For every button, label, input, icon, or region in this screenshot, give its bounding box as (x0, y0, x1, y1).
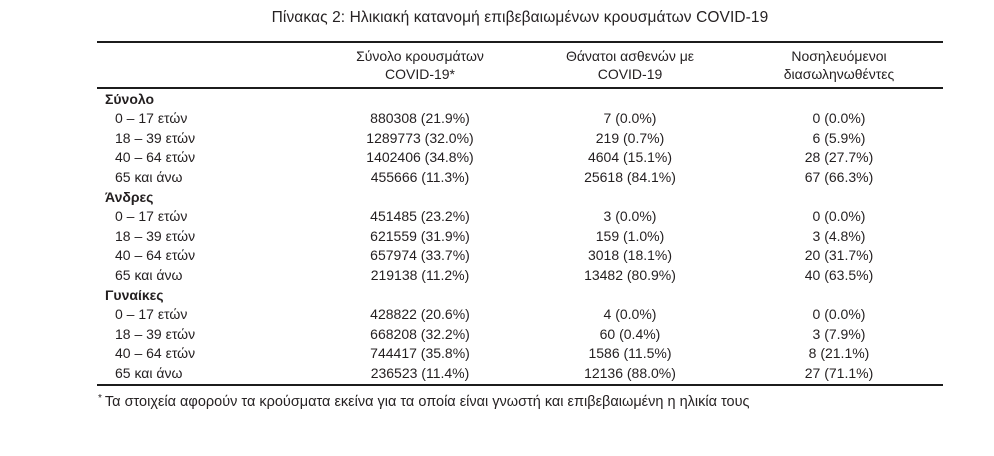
age-group-label: 0 – 17 ετών (115, 306, 188, 323)
deaths-value: 4604 (15.1%) (587, 149, 673, 166)
data-row: 18 – 39 ετών 1289773 (32.0%) 219 (0.7%) 6 (… (97, 129, 943, 148)
section-label: Γυναίκες (105, 287, 164, 304)
data-row: 40 – 64 ετών 1402406 (34.8%) 4604 (15.1%) 2… (97, 148, 943, 167)
age-group-label: 18 – 39 ετών (115, 325, 196, 342)
intubated-value: 8 (21.1%) (808, 345, 870, 362)
age-group-label: 0 – 17 ετών (115, 208, 188, 225)
cases-value: 236523 (11.4%) (315, 363, 525, 387)
cases-value: 657974 (33.7%) (370, 247, 470, 264)
section-label: Σύνολο (105, 91, 155, 107)
data-row: 18 – 39 ετών 668208 (32.2%) 60 (0.4%) 3 (7.… (97, 325, 943, 344)
age-group-label: 65 και άνω (97, 363, 315, 387)
deaths-value: 7 (0.0%) (603, 110, 657, 127)
section-header-row: Γυναίκες (97, 285, 943, 305)
data-row: 40 – 64 ετών 657974 (33.7%) 3018 (18.1%) 20… (97, 246, 943, 265)
table-footnote: * Τα στοιχεία αφορούν τα κρούσματα εκείνα… (97, 390, 943, 411)
column-header-1: Σύνολο κρουσμάτων COVID-19* (315, 41, 525, 89)
intubated-value: 3 (7.9%) (812, 325, 866, 342)
deaths-value: 3 (0.0%) (603, 208, 657, 225)
footnote-marker: * (98, 393, 102, 405)
cases-value: 428822 (20.6%) (370, 306, 470, 323)
deaths-value: 13482 (80.9%) (584, 266, 676, 283)
section-label: Άνδρες (105, 189, 154, 206)
intubated-value: 20 (31.7%) (804, 247, 874, 264)
intubated-value: 3 (4.8%) (812, 227, 866, 244)
intubated-value: 27 (71.1%) (735, 363, 943, 387)
intubated-value: 6 (5.9%) (812, 129, 866, 146)
intubated-value: 28 (27.7%) (804, 149, 874, 166)
table-header: Σύνολο κρουσμάτων COVID-19* Θάνατοι ασθεν… (97, 41, 943, 89)
column-header-3: Νοσηλευόμενοι διασωληνωθέντες (735, 41, 943, 89)
deaths-value: 12136 (88.0%) (525, 363, 735, 387)
section-header-row: Σύνολο (97, 88, 943, 109)
cases-value: 455666 (11.3%) (370, 168, 470, 185)
cases-value: 451485 (23.2%) (370, 208, 470, 225)
deaths-value: 25618 (84.1%) (584, 168, 676, 185)
cases-value: 219138 (11.2%) (370, 266, 470, 283)
cases-value: 1402406 (34.8%) (366, 149, 474, 166)
cases-value: 668208 (32.2%) (370, 325, 470, 342)
cases-value: 621559 (31.9%) (370, 227, 470, 244)
deaths-value: 60 (0.4%) (599, 325, 661, 342)
deaths-value: 4 (0.0%) (603, 306, 657, 323)
table-title: Πίνακας 2: Ηλικιακή κατανομή επιβεβαιωμέ… (271, 9, 769, 26)
deaths-value: 159 (1.0%) (595, 227, 665, 244)
data-row: 40 – 64 ετών 744417 (35.8%) 1586 (11.5%) 8 … (97, 344, 943, 363)
covid-age-distribution-table: Σύνολο κρουσμάτων COVID-19* Θάνατοι ασθεν… (97, 41, 943, 387)
intubated-value: 0 (0.0%) (812, 110, 866, 127)
data-row: 18 – 39 ετών 621559 (31.9%) 159 (1.0%) 3 (4… (97, 227, 943, 246)
data-row: 65 και άνω 455666 (11.3%) 25618 (84.1%) 67 … (97, 168, 943, 187)
deaths-value: 3018 (18.1%) (587, 247, 673, 264)
section-header-row: Άνδρες (97, 187, 943, 207)
intubated-value: 0 (0.0%) (812, 208, 866, 225)
age-group-label: 40 – 64 ετών (115, 247, 196, 264)
cases-value: 880308 (21.9%) (370, 110, 470, 127)
deaths-value: 219 (0.7%) (595, 129, 665, 146)
age-group-label: 40 – 64 ετών (115, 345, 196, 362)
intubated-value: 40 (63.5%) (804, 266, 874, 283)
age-group-label: 65 και άνω (115, 266, 183, 283)
age-group-label: 18 – 39 ετών (115, 227, 196, 244)
data-row: 65 και άνω 236523 (11.4%) 12136 (88.0%) 27 … (97, 363, 943, 387)
data-row: 65 και άνω 219138 (11.2%) 13482 (80.9%) 40 … (97, 266, 943, 285)
header-row: Σύνολο κρουσμάτων COVID-19* Θάνατοι ασθεν… (97, 41, 943, 89)
age-group-label: 40 – 64 ετών (115, 149, 196, 166)
cases-value: 1289773 (32.0%) (366, 129, 474, 146)
intubated-value: 0 (0.0%) (812, 306, 866, 323)
cases-value: 744417 (35.8%) (370, 345, 470, 362)
table-body: Σύνολο 0 – 17 ετών 880308 (21.9%) 7 (0.0%) 0… (97, 88, 943, 387)
table-block: Πίνακας 2: Ηλικιακή κατανομή επιβεβαιωμέ… (97, 0, 943, 411)
data-row: 0 – 17 ετών 880308 (21.9%) 7 (0.0%) 0 (0.0%… (97, 109, 943, 128)
column-header-2: Θάνατοι ασθενών με COVID-19 (525, 41, 735, 89)
column-header-0 (97, 41, 315, 89)
data-row: 0 – 17 ετών 428822 (20.6%) 4 (0.0%) 0 (0.0%… (97, 305, 943, 324)
data-row: 0 – 17 ετών 451485 (23.2%) 3 (0.0%) 0 (0.0%… (97, 207, 943, 226)
age-group-label: 65 και άνω (115, 168, 183, 185)
age-group-label: 0 – 17 ετών (115, 110, 188, 127)
intubated-value: 67 (66.3%) (804, 168, 874, 185)
deaths-value: 1586 (11.5%) (588, 345, 672, 362)
age-group-label: 18 – 39 ετών (115, 129, 196, 146)
footnote-text: Τα στοιχεία αφορούν τα κρούσματα εκείνα … (104, 394, 750, 411)
